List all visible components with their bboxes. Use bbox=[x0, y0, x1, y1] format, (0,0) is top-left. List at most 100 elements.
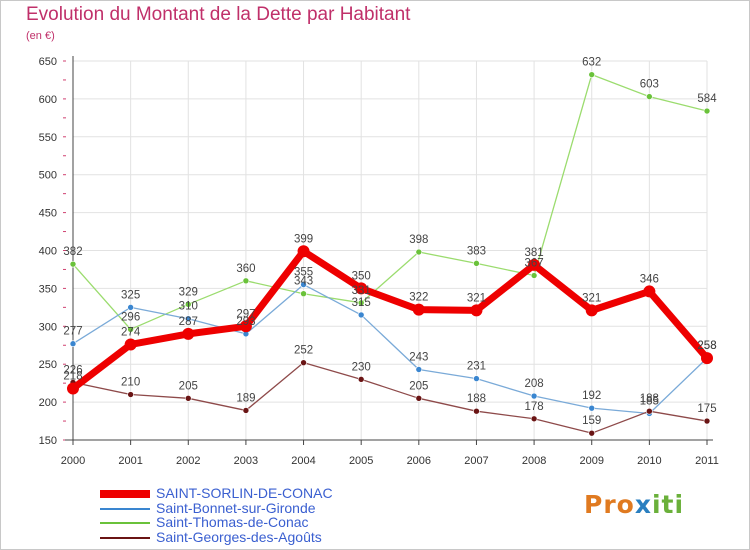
data-point bbox=[184, 395, 192, 402]
series-line bbox=[70, 247, 710, 392]
data-label: 321 bbox=[582, 292, 601, 304]
data-label: 205 bbox=[409, 380, 428, 392]
y-tick-label: 600 bbox=[39, 94, 57, 106]
y-tick-label: 200 bbox=[39, 397, 57, 409]
chart-title: Evolution du Montant de la Dette par Hab… bbox=[26, 4, 411, 25]
data-point bbox=[415, 248, 423, 256]
y-tick-label: 500 bbox=[39, 170, 57, 182]
data-label: 185 bbox=[640, 395, 659, 407]
data-point bbox=[473, 375, 480, 382]
x-tick-label: 2005 bbox=[349, 455, 373, 467]
data-point bbox=[184, 301, 192, 308]
data-label: 381 bbox=[524, 247, 543, 259]
data-label: 383 bbox=[467, 245, 486, 257]
series-line bbox=[72, 283, 708, 415]
data-label: 632 bbox=[582, 57, 601, 69]
y-tick-label: 150 bbox=[39, 435, 57, 447]
data-label: 159 bbox=[582, 415, 601, 427]
data-point bbox=[585, 304, 598, 317]
data-label: 399 bbox=[294, 233, 313, 245]
x-tick-label: 2006 bbox=[407, 455, 431, 467]
legend-swatch bbox=[100, 522, 150, 524]
data-point bbox=[412, 303, 425, 316]
data-label: 205 bbox=[179, 380, 198, 392]
y-tick-label: 450 bbox=[39, 208, 57, 220]
y-tick-label: 550 bbox=[39, 132, 57, 144]
data-label: 226 bbox=[63, 364, 82, 376]
legend-label: Saint-Thomas-de-Conac bbox=[156, 514, 309, 530]
data-label: 188 bbox=[640, 393, 659, 405]
y-tick-label: 250 bbox=[39, 359, 57, 371]
data-point bbox=[297, 245, 310, 258]
data-label: 258 bbox=[697, 340, 716, 352]
data-label: 258 bbox=[697, 340, 716, 352]
data-point bbox=[300, 290, 307, 298]
legend-swatch bbox=[100, 490, 150, 498]
data-label: 277 bbox=[63, 326, 82, 338]
data-label: 367 bbox=[524, 258, 543, 270]
data-point bbox=[473, 407, 480, 415]
data-label: 321 bbox=[467, 292, 486, 304]
data-label: 603 bbox=[640, 79, 659, 91]
x-tick-label: 2003 bbox=[234, 455, 258, 467]
x-tick-label: 2010 bbox=[637, 455, 661, 467]
data-label: 360 bbox=[236, 263, 255, 275]
data-point bbox=[69, 260, 77, 268]
data-label: 252 bbox=[294, 345, 313, 357]
data-point bbox=[415, 366, 423, 373]
axes: 150 200 250 300 350 400 450 500 550 600 650 2000 200… bbox=[39, 56, 719, 467]
x-tick-label: 2007 bbox=[464, 455, 488, 467]
data-label: 584 bbox=[697, 93, 717, 105]
data-label: 208 bbox=[524, 378, 543, 390]
y-tick-label: 350 bbox=[39, 283, 57, 295]
data-label: 296 bbox=[121, 311, 140, 323]
data-point bbox=[300, 359, 307, 366]
data-point bbox=[703, 417, 711, 425]
x-tick-label: 2000 bbox=[61, 455, 85, 467]
data-point bbox=[588, 429, 596, 437]
data-label: 325 bbox=[121, 289, 140, 301]
series-line bbox=[72, 73, 708, 330]
data-label: 231 bbox=[467, 361, 486, 373]
data-point bbox=[67, 382, 79, 395]
x-tick-label: 2009 bbox=[579, 455, 603, 467]
x-tick-label: 2001 bbox=[118, 455, 142, 467]
data-point bbox=[646, 407, 653, 415]
data-label: 297 bbox=[236, 308, 255, 320]
grid-lines bbox=[72, 60, 708, 441]
legend-label: Saint-Bonnet-sur-Gironde bbox=[156, 499, 316, 516]
data-point bbox=[703, 107, 711, 115]
data-label: 189 bbox=[236, 392, 255, 404]
x-tick-label: 2004 bbox=[291, 455, 315, 467]
data-point bbox=[239, 320, 252, 333]
data-label: 329 bbox=[179, 286, 198, 298]
data-label: 230 bbox=[352, 361, 371, 373]
data-point bbox=[184, 315, 192, 323]
data-label: 274 bbox=[121, 326, 141, 338]
data-point bbox=[182, 327, 195, 340]
data-point bbox=[646, 93, 653, 100]
data-point bbox=[530, 272, 538, 279]
data-label: 398 bbox=[409, 234, 428, 246]
legend-label: SAINT-SORLIN-DE-CONAC bbox=[156, 485, 333, 501]
data-point bbox=[530, 392, 538, 400]
legend-label: Saint-Georges-des-Agoûts bbox=[156, 528, 322, 545]
data-point bbox=[242, 407, 250, 414]
data-point bbox=[69, 340, 77, 348]
x-tick-label: 2002 bbox=[176, 455, 200, 467]
data-point bbox=[588, 71, 596, 78]
data-point bbox=[473, 260, 480, 267]
data-point bbox=[242, 277, 250, 285]
series-layer bbox=[67, 71, 713, 437]
data-labels: 218 274 287 297 399 350 322 321 381 321 346 258 277 3… bbox=[63, 57, 717, 428]
data-label: 322 bbox=[409, 292, 428, 304]
data-label: 331 bbox=[352, 285, 371, 297]
x-tick-label: 2008 bbox=[522, 455, 546, 467]
data-label: 293 bbox=[236, 316, 255, 328]
data-point bbox=[528, 258, 541, 271]
proxiti-logo: Proxiti bbox=[584, 490, 685, 519]
data-point bbox=[127, 304, 134, 311]
data-point bbox=[127, 391, 134, 398]
data-label: 243 bbox=[409, 352, 428, 364]
